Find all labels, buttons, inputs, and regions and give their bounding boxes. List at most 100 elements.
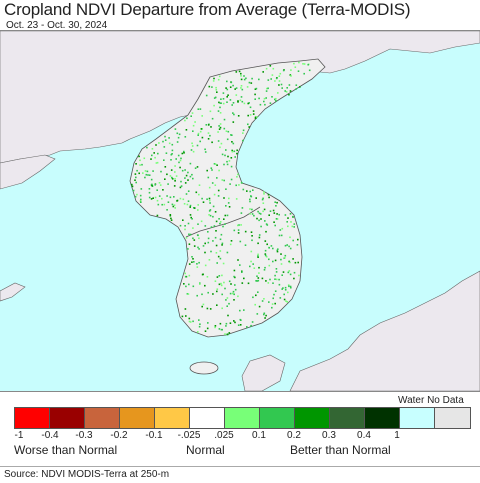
ndvi-pixel: [165, 152, 168, 154]
ndvi-pixel: [230, 134, 232, 136]
ndvi-pixel: [174, 128, 177, 130]
ndvi-pixel: [269, 210, 272, 212]
ndvi-pixel: [148, 196, 151, 199]
ndvi-pixel: [273, 221, 275, 223]
ndvi-pixel: [219, 106, 221, 109]
ndvi-pixel: [167, 183, 169, 185]
ndvi-pixel: [252, 110, 255, 112]
ndvi-pixel: [220, 233, 223, 236]
ndvi-pixel: [231, 141, 233, 143]
ndvi-pixel: [269, 102, 272, 104]
ndvi-pixel: [196, 144, 199, 147]
ndvi-pixel: [220, 284, 223, 287]
ndvi-pixel: [182, 198, 185, 201]
ndvi-pixel: [207, 322, 209, 324]
ndvi-pixel: [299, 86, 301, 88]
ndvi-pixel: [254, 117, 257, 119]
ndvi-pixel: [190, 149, 193, 151]
legend-tick: -1: [14, 430, 24, 441]
ndvi-pixel: [263, 100, 265, 103]
ndvi-pixel: [251, 77, 253, 80]
ndvi-pixel: [272, 67, 275, 70]
ndvi-pixel: [223, 281, 225, 284]
ndvi-pixel: [238, 224, 240, 226]
ndvi-pixel: [169, 196, 172, 199]
ndvi-pixel: [265, 67, 268, 70]
ndvi-pixel: [254, 116, 257, 119]
ndvi-pixel: [157, 203, 160, 206]
ndvi-pixel: [228, 160, 231, 162]
ndvi-pixel: [282, 271, 285, 273]
ndvi-pixel: [198, 193, 200, 196]
ndvi-pixel: [198, 248, 200, 250]
ndvi-pixel: [258, 305, 261, 308]
ndvi-pixel: [287, 291, 289, 294]
ndvi-pixel: [207, 241, 210, 244]
ndvi-pixel: [262, 197, 264, 200]
ndvi-pixel: [226, 80, 228, 83]
ndvi-pixel: [289, 247, 292, 250]
ndvi-pixel: [241, 182, 243, 184]
ndvi-pixel: [214, 163, 217, 165]
ndvi-pixel: [262, 202, 265, 204]
ndvi-pixel: [264, 317, 266, 319]
ndvi-pixel: [285, 91, 288, 93]
ndvi-pixel: [156, 189, 158, 191]
ndvi-pixel: [242, 132, 244, 134]
ndvi-pixel: [174, 180, 176, 182]
legend-tick: 0.2: [287, 430, 301, 441]
ndvi-pixel: [217, 78, 220, 81]
ndvi-pixel: [216, 91, 218, 93]
ndvi-pixel: [272, 282, 274, 284]
ndvi-pixel: [226, 101, 228, 103]
ndvi-pixel: [249, 114, 252, 116]
ndvi-pixel: [224, 214, 227, 217]
ndvi-pixel: [248, 126, 250, 128]
ndvi-pixel: [198, 325, 201, 328]
ndvi-pixel: [279, 297, 282, 299]
ndvi-pixel: [178, 133, 181, 136]
ndvi-pixel: [180, 185, 183, 187]
ndvi-pixel: [263, 298, 265, 300]
ndvi-pixel: [218, 75, 221, 78]
ndvi-pixel: [228, 206, 231, 208]
ndvi-pixel: [207, 237, 210, 240]
ndvi-pixel: [161, 203, 163, 206]
ndvi-pixel: [272, 209, 275, 212]
ndvi-pixel: [214, 280, 217, 282]
ndvi-pixel: [160, 170, 162, 173]
ndvi-pixel: [240, 78, 243, 81]
ndvi-pixel: [181, 315, 184, 318]
ndvi-pixel: [209, 134, 211, 137]
ndvi-pixel: [176, 132, 179, 135]
ndvi-pixel: [156, 214, 159, 217]
ndvi-pixel: [278, 234, 281, 237]
ndvi-pixel: [292, 239, 294, 242]
ndvi-pixel: [294, 261, 297, 264]
ndvi-pixel: [206, 169, 208, 172]
ndvi-pixel: [188, 263, 191, 265]
ndvi-pixel: [221, 242, 224, 245]
ndvi-pixel: [218, 275, 221, 277]
ndvi-pixel: [252, 189, 254, 191]
legend-tick: -0.3: [75, 430, 93, 441]
ndvi-pixel: [216, 288, 219, 290]
ndvi-pixel: [179, 166, 181, 169]
ndvi-pixel: [287, 271, 290, 274]
ndvi-pixel: [264, 249, 267, 252]
ndvi-pixel: [250, 260, 252, 263]
ndvi-pixel: [231, 134, 233, 136]
ndvi-pixel: [229, 322, 232, 324]
ndvi-pixel: [225, 322, 228, 325]
ndvi-pixel: [231, 104, 233, 106]
ndvi-pixel: [264, 103, 266, 106]
ndvi-pixel: [265, 223, 268, 225]
ndvi-pixel: [155, 162, 158, 164]
ndvi-pixel: [295, 84, 298, 86]
ndvi-pixel: [274, 278, 276, 280]
ndvi-pixel: [251, 321, 254, 323]
ndvi-pixel: [139, 200, 142, 202]
ndvi-pixel: [187, 248, 189, 250]
ndvi-pixel: [221, 307, 223, 310]
ndvi-pixel: [289, 273, 292, 276]
